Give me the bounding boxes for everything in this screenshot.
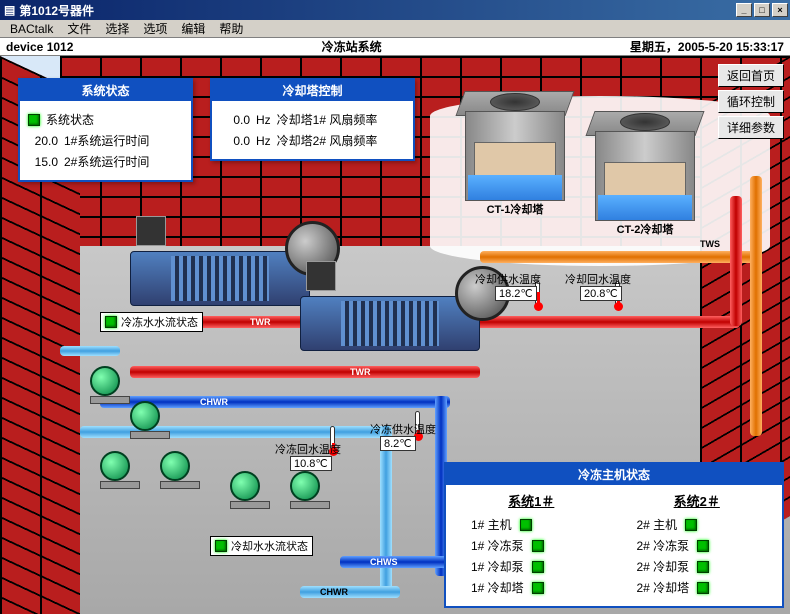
s1-ct-label: 1# 冷却塔 xyxy=(471,579,524,596)
pipe-label-chwr2: CHWR xyxy=(320,587,348,597)
chw-supply-label: 冷冻供水温度 xyxy=(370,421,436,437)
pipe-twr-v xyxy=(730,196,742,326)
pipe-chwr-2 xyxy=(300,586,400,598)
pipe-label-twr2: TWR xyxy=(350,367,371,377)
pump-4 xyxy=(160,451,200,486)
host-sys2-column: 系统2＃ 2# 主机 2# 冷冻泵 2# 冷却泵 2# 冷却塔 xyxy=(622,491,773,600)
sys2-runtime-label: 2#系统运行时间 xyxy=(64,153,149,170)
chw-flow-tag: 冷冻水水流状态 xyxy=(100,312,203,332)
pump-2 xyxy=(130,401,170,436)
nav-loop-button[interactable]: 循环控制 xyxy=(718,90,784,113)
cw-supply-value: 18.2℃ xyxy=(495,286,537,301)
s1-cwp-led xyxy=(532,561,544,573)
pipe-chws xyxy=(80,426,390,438)
tower2-freq-unit: Hz xyxy=(256,134,271,148)
s2-ct-led xyxy=(697,582,709,594)
pipe-label-tws: TWS xyxy=(700,239,720,249)
system-status-led xyxy=(28,114,40,126)
host-status-title: 冷冻主机状态 xyxy=(446,464,782,485)
system-status-label: 系统状态 xyxy=(46,111,94,128)
pump-6 xyxy=(290,471,330,506)
chw-flow-led xyxy=(105,316,117,328)
chw-supply-value: 8.2℃ xyxy=(380,436,416,451)
cooling-tower-2: CT-2冷却塔 xyxy=(595,111,695,221)
app-icon: ▤ xyxy=(4,3,15,17)
pipe-label-twr: TWR xyxy=(250,317,271,327)
s2-chwp-label: 2# 冷冻泵 xyxy=(637,537,690,554)
nav-home-button[interactable]: 返回首页 xyxy=(718,64,784,87)
cooling-tower-1: CT-1冷却塔 xyxy=(465,91,565,201)
pipe-tws-v xyxy=(750,176,762,436)
info-bar: device 1012 冷冻站系统 星期五，2005-5-20 15:33:17 xyxy=(0,38,790,56)
window-title: 第1012号器件 xyxy=(19,2,94,19)
host-sys2-title: 系统2＃ xyxy=(622,491,773,510)
cw-supply-label: 冷却供水温度 xyxy=(475,271,541,287)
host-sys1-column: 系统1＃ 1# 主机 1# 冷冻泵 1# 冷却泵 1# 冷却塔 xyxy=(456,491,607,600)
ct1-label: CT-1冷却塔 xyxy=(465,201,565,217)
minimize-button[interactable]: _ xyxy=(736,3,752,17)
menu-edit[interactable]: 编辑 xyxy=(175,19,211,38)
ct2-label: CT-2冷却塔 xyxy=(595,221,695,237)
cw-flow-tag: 冷却水水流状态 xyxy=(210,536,313,556)
cw-return-value: 20.8℃ xyxy=(580,286,622,301)
pipe-twr-2 xyxy=(130,366,480,378)
pipe-cyan-branch xyxy=(60,346,120,356)
pump-5 xyxy=(230,471,270,506)
sys1-runtime-value: 20.0 xyxy=(28,134,58,148)
s1-host-led xyxy=(520,519,532,531)
tower2-freq-label: 冷却塔2# 风扇频率 xyxy=(277,132,378,149)
datetime-label: 星期五，2005-5-20 15:33:17 xyxy=(630,38,784,55)
chw-flow-label: 冷冻水水流状态 xyxy=(121,314,198,330)
chw-return-label: 冷冻回水温度 xyxy=(275,441,341,457)
cw-flow-label: 冷却水水流状态 xyxy=(231,538,308,554)
pipe-label-chwr: CHWR xyxy=(200,397,228,407)
s1-chwp-label: 1# 冷冻泵 xyxy=(471,537,524,554)
s2-ct-label: 2# 冷却塔 xyxy=(637,579,690,596)
s2-cwp-label: 2# 冷却泵 xyxy=(637,558,690,575)
menu-select[interactable]: 选择 xyxy=(99,19,135,38)
chiller-2 xyxy=(300,271,500,351)
s2-host-label: 2# 主机 xyxy=(637,516,678,533)
s2-host-led xyxy=(685,519,697,531)
system-status-panel: 系统状态 系统状态 20.0 1#系统运行时间 15.0 2#系统运行时间 xyxy=(18,78,193,182)
menu-options[interactable]: 选项 xyxy=(137,19,173,38)
menu-file[interactable]: 文件 xyxy=(61,19,97,38)
tower1-freq-unit: Hz xyxy=(256,113,271,127)
pipe-tws xyxy=(480,251,760,263)
close-button[interactable]: × xyxy=(772,3,788,17)
nav-detail-button[interactable]: 详细参数 xyxy=(718,116,784,139)
nav-buttons: 返回首页 循环控制 详细参数 xyxy=(718,64,784,139)
s1-ct-led xyxy=(532,582,544,594)
s1-chwp-led xyxy=(532,540,544,552)
menu-bar: BACtalk 文件 选择 选项 编辑 帮助 xyxy=(0,20,790,38)
maximize-button[interactable]: □ xyxy=(754,3,770,17)
hvac-canvas: 返回首页 循环控制 详细参数 系统状态 系统状态 20.0 1#系统运行时间 15… xyxy=(0,56,790,614)
host-status-panel: 冷冻主机状态 系统1＃ 1# 主机 1# 冷冻泵 1# 冷却泵 1# 冷却塔 系… xyxy=(444,462,784,608)
s1-cwp-label: 1# 冷却泵 xyxy=(471,558,524,575)
sys2-runtime-value: 15.0 xyxy=(28,155,58,169)
tower1-freq-value: 0.0 xyxy=(220,113,250,127)
tower-control-title: 冷却塔控制 xyxy=(212,80,413,101)
s2-cwp-led xyxy=(697,561,709,573)
system-status-title: 系统状态 xyxy=(20,80,191,101)
cw-return-label: 冷却回水温度 xyxy=(565,271,631,287)
pump-3 xyxy=(100,451,140,486)
menu-bactalk[interactable]: BACtalk xyxy=(4,21,59,37)
sys1-runtime-label: 1#系统运行时间 xyxy=(64,132,149,149)
pump-1 xyxy=(90,366,130,401)
chw-return-value: 10.8℃ xyxy=(290,456,332,471)
tower1-freq-label: 冷却塔1# 风扇频率 xyxy=(277,111,378,128)
window-titlebar: ▤ 第1012号器件 _ □ × xyxy=(0,0,790,20)
menu-help[interactable]: 帮助 xyxy=(213,19,249,38)
s2-chwp-led xyxy=(697,540,709,552)
s1-host-label: 1# 主机 xyxy=(471,516,512,533)
system-title: 冷冻站系统 xyxy=(322,38,382,55)
cw-flow-led xyxy=(215,540,227,552)
tower2-freq-value: 0.0 xyxy=(220,134,250,148)
pipe-label-chws: CHWS xyxy=(370,557,398,567)
tower-control-panel: 冷却塔控制 0.0 Hz 冷却塔1# 风扇频率 0.0 Hz 冷却塔2# 风扇频率 xyxy=(210,78,415,161)
pipe-chws-v xyxy=(380,426,392,596)
host-sys1-title: 系统1＃ xyxy=(456,491,607,510)
device-label: device 1012 xyxy=(6,40,73,54)
